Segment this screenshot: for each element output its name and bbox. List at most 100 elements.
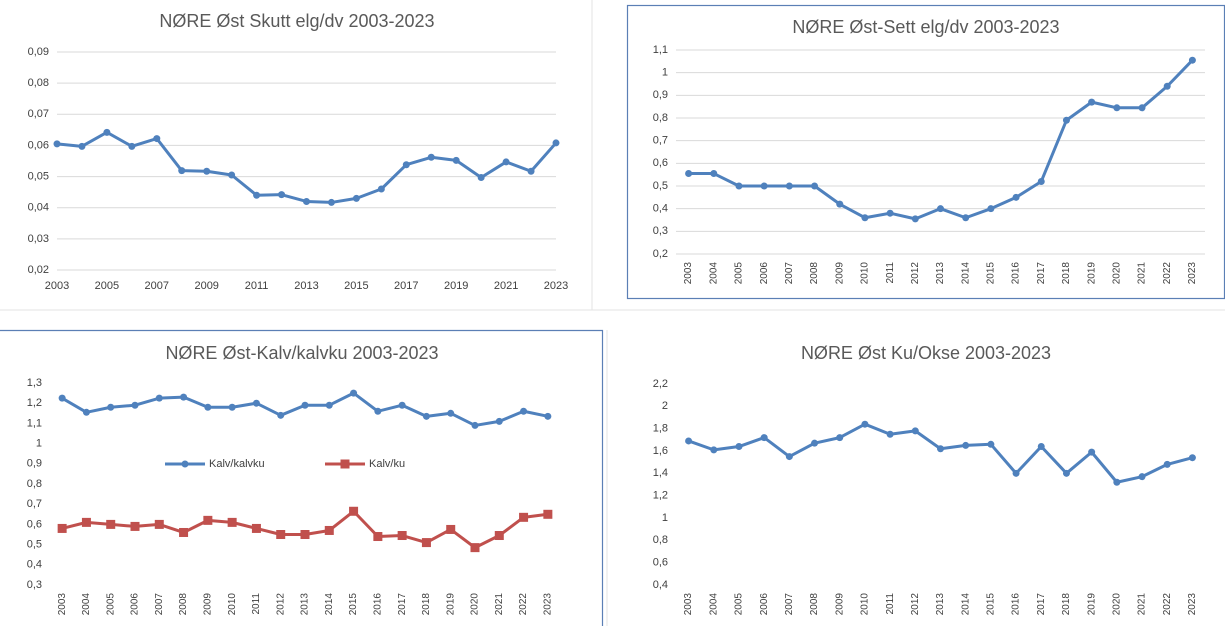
- data-point: [352, 194, 360, 202]
- y-tick-label: 1: [662, 67, 668, 79]
- x-tick-label: 2008: [809, 593, 820, 616]
- x-tick-label: 2019: [445, 593, 456, 616]
- data-point: [82, 408, 90, 416]
- data-point: [103, 128, 111, 136]
- data-point: [1188, 56, 1196, 64]
- data-point: [735, 182, 743, 190]
- data-point: [1012, 469, 1020, 477]
- y-tick-label: 0,9: [27, 458, 42, 470]
- data-point: [1037, 177, 1045, 185]
- y-tick-label: 0,02: [28, 264, 49, 276]
- data-point: [300, 530, 310, 539]
- data-point: [710, 170, 718, 178]
- x-tick-label: 2020: [1111, 262, 1122, 285]
- x-tick-label: 2023: [544, 280, 568, 292]
- data-point: [154, 519, 164, 529]
- x-tick-label: 2022: [1162, 593, 1173, 616]
- data-point: [1113, 104, 1121, 112]
- x-tick-label: 2015: [348, 593, 359, 616]
- data-point: [178, 167, 186, 175]
- data-point: [987, 440, 995, 448]
- x-tick-label: 2017: [397, 593, 408, 616]
- y-tick-label: 0,09: [28, 46, 49, 58]
- y-tick-label: 1,6: [653, 445, 668, 457]
- y-tick-label: 0,8: [653, 112, 668, 124]
- data-point: [81, 517, 91, 527]
- data-point: [228, 403, 236, 411]
- data-point: [446, 524, 456, 534]
- data-point: [374, 407, 382, 415]
- data-point: [710, 446, 718, 454]
- x-tick-label: 2010: [860, 593, 871, 616]
- data-point: [495, 417, 503, 425]
- x-tick-label: 2013: [300, 593, 311, 616]
- y-tick-label: 1,4: [653, 467, 668, 479]
- data-point: [1088, 98, 1096, 106]
- chart-title: NØRE Øst Skutt elg/dv 2003-2023: [159, 11, 434, 31]
- data-point: [937, 205, 944, 213]
- x-tick-label: 2003: [45, 280, 69, 292]
- y-tick-label: 0,06: [28, 139, 49, 151]
- data-point: [53, 140, 61, 148]
- y-tick-label: 1: [36, 438, 42, 450]
- y-tick-label: 0,08: [28, 77, 49, 89]
- legend-label: Kalv/ku: [369, 458, 405, 470]
- data-point: [471, 421, 479, 429]
- data-point: [327, 198, 335, 206]
- x-tick-label: 2014: [324, 593, 335, 616]
- data-point: [1138, 473, 1146, 481]
- y-tick-label: 0,8: [653, 534, 668, 546]
- data-point: [1062, 116, 1070, 124]
- data-point: [276, 530, 286, 539]
- data-point: [987, 205, 995, 213]
- data-point: [278, 191, 286, 199]
- x-tick-label: 2007: [784, 593, 795, 616]
- y-tick-label: 0,3: [653, 225, 668, 237]
- data-point: [253, 191, 261, 199]
- data-point: [911, 427, 919, 435]
- x-tick-label: 2010: [227, 593, 238, 616]
- x-tick-label: 2019: [1086, 262, 1097, 285]
- x-tick-label: 2006: [130, 593, 141, 616]
- x-tick-label: 2011: [885, 593, 896, 615]
- x-tick-label: 2009: [194, 280, 218, 292]
- data-point: [836, 200, 844, 208]
- x-tick-label: 2018: [421, 593, 432, 616]
- data-point: [277, 411, 285, 419]
- data-point: [179, 527, 189, 537]
- y-tick-label: 0,4: [27, 559, 42, 571]
- y-tick-label: 0,4: [653, 579, 668, 591]
- data-point: [203, 167, 211, 175]
- data-point: [544, 412, 552, 420]
- x-tick-label: 2005: [734, 593, 745, 616]
- data-point: [760, 434, 768, 442]
- data-point: [886, 209, 894, 217]
- x-tick-label: 2013: [935, 593, 946, 616]
- x-tick-label: 2015: [986, 593, 997, 616]
- y-tick-label: 0,7: [653, 135, 668, 147]
- data-point: [836, 434, 844, 442]
- x-tick-label: 2018: [1061, 262, 1072, 285]
- data-point: [324, 525, 334, 535]
- x-tick-label: 2020: [470, 593, 481, 616]
- data-point: [57, 523, 67, 533]
- x-tick-label: 2019: [1086, 593, 1097, 616]
- x-tick-label: 2006: [759, 593, 770, 616]
- data-point: [1062, 469, 1070, 477]
- x-tick-label: 2009: [202, 593, 213, 616]
- data-point: [519, 512, 529, 522]
- x-tick-label: 2007: [784, 262, 795, 285]
- x-tick-label: 2021: [494, 593, 505, 616]
- data-point: [128, 142, 136, 150]
- data-point: [349, 506, 359, 516]
- x-tick-label: 2020: [1111, 593, 1122, 616]
- data-point: [107, 403, 115, 411]
- data-point: [811, 182, 819, 190]
- data-point: [861, 214, 869, 222]
- data-point: [543, 509, 553, 519]
- x-tick-label: 2023: [1187, 262, 1198, 285]
- x-tick-label: 2019: [444, 280, 468, 292]
- data-point: [1138, 104, 1146, 112]
- data-point: [1163, 82, 1171, 90]
